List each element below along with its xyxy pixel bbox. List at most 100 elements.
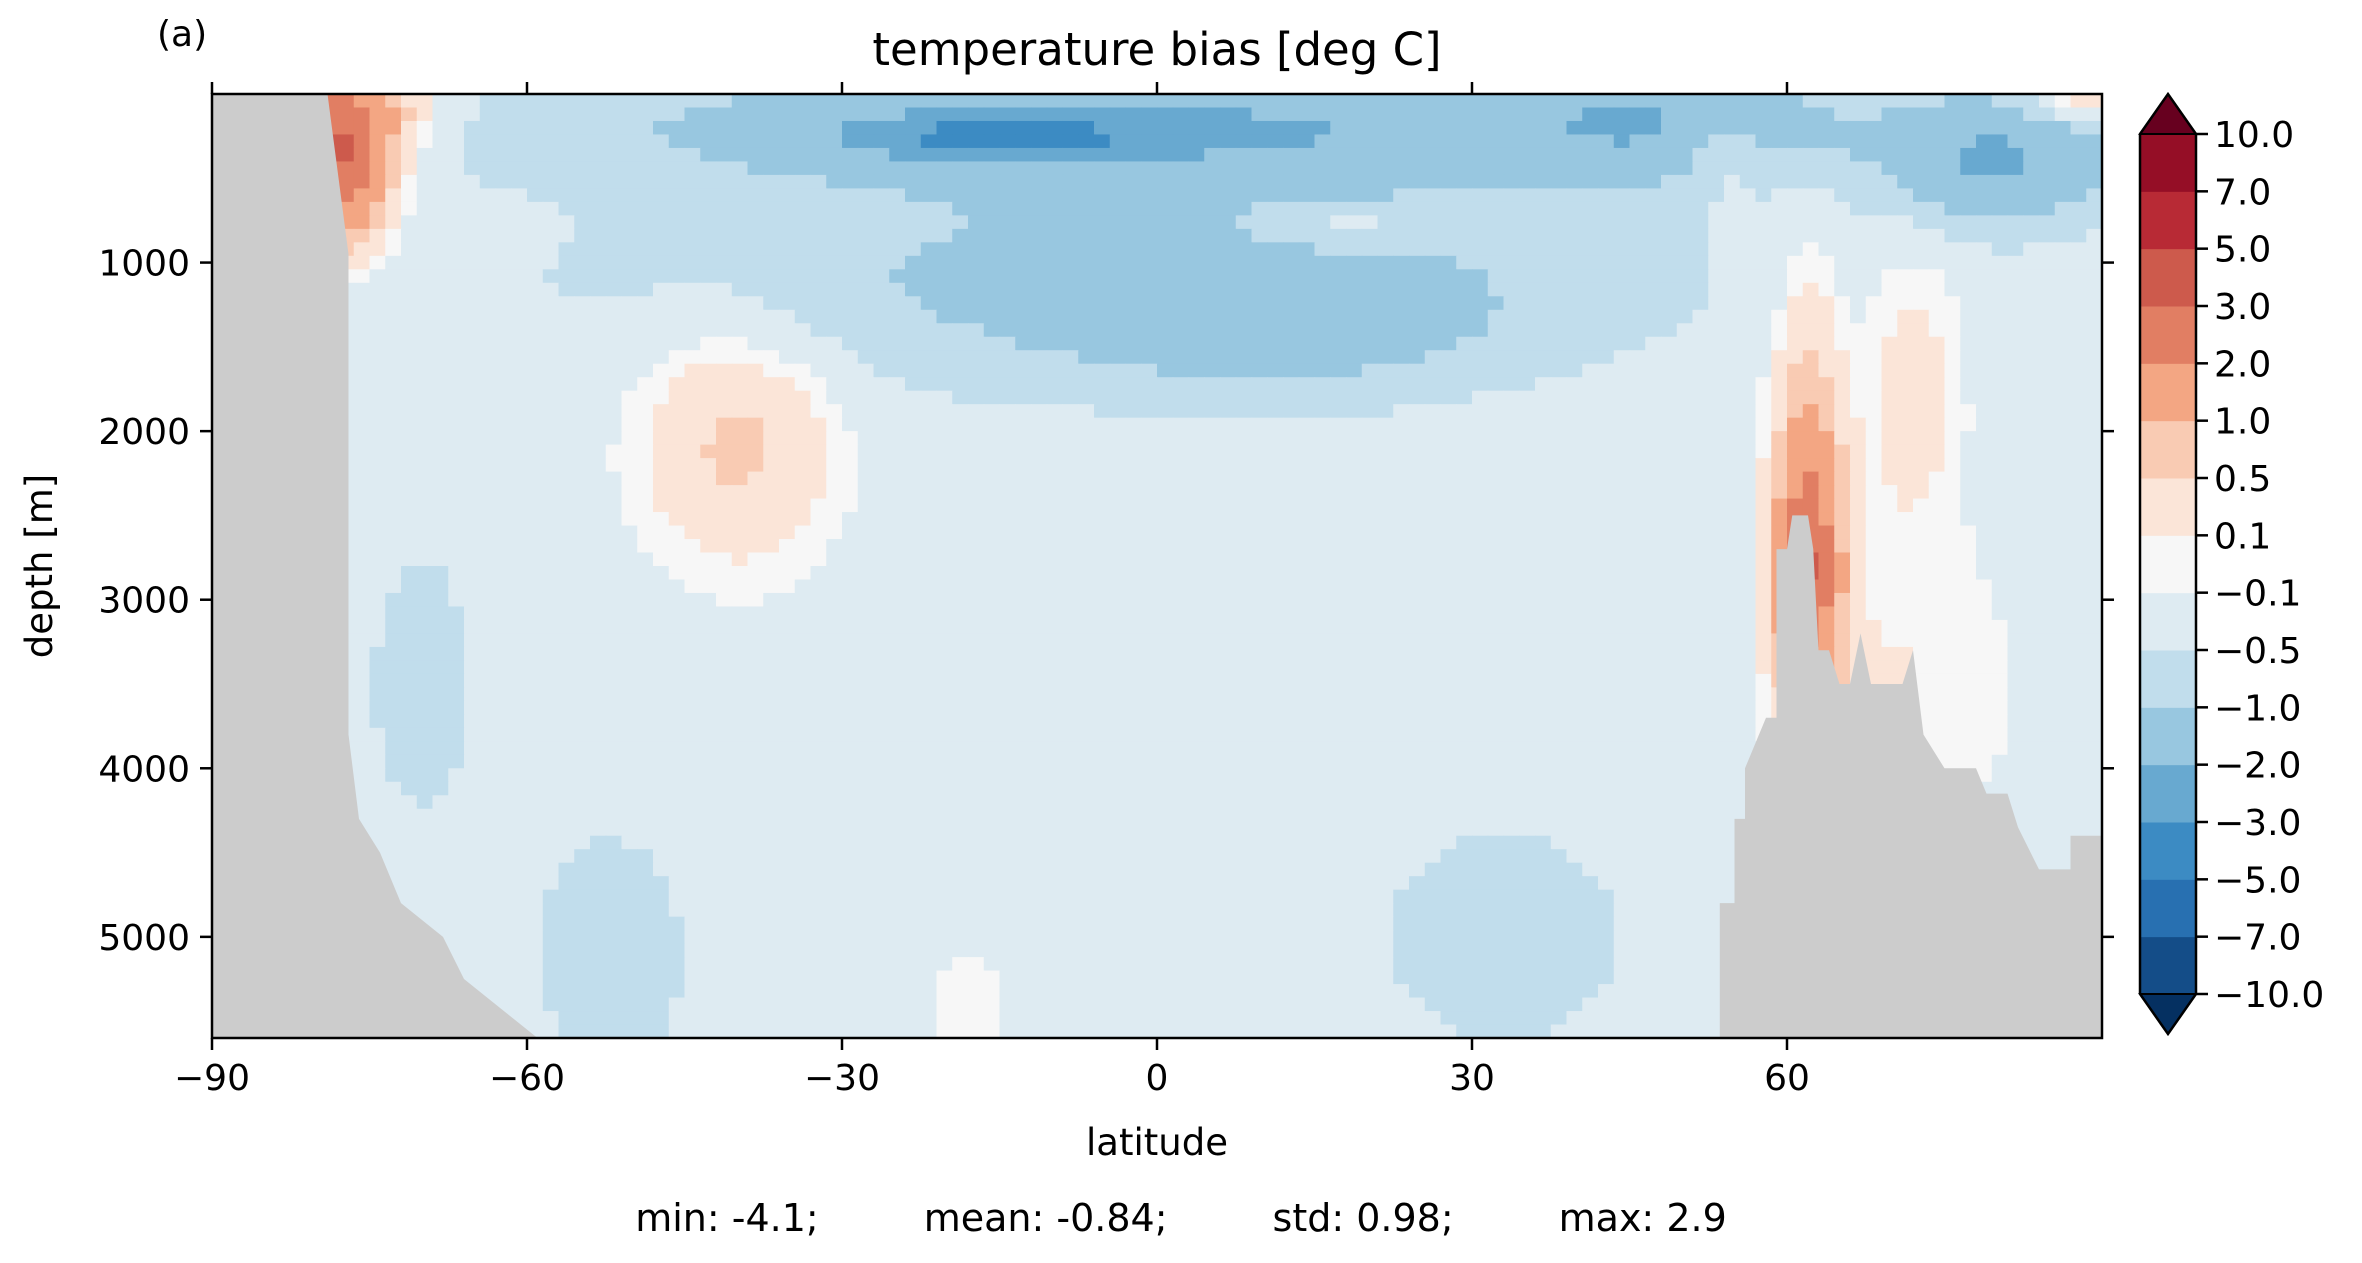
bias-cell [1078,512,1095,527]
bias-cell [1755,404,1772,419]
bias-cell [1267,390,1284,405]
bias-cell [401,485,418,500]
bias-cell [1078,404,1095,419]
bias-cell [2039,174,2056,189]
bias-cell [2054,188,2072,203]
bias-cell [1377,417,1394,432]
bias-cell [794,579,812,594]
bias-cell [1472,269,1489,284]
bias-cell [1739,404,1757,419]
bias-cell [1298,417,1316,432]
bias-cell [779,633,796,648]
bias-cell [1062,161,1079,176]
bias-cell [1235,485,1253,500]
bias-cell [1739,377,1757,392]
bias-cell [983,512,1001,527]
bias-cell [2054,592,2072,608]
bias-cell [1598,525,1615,540]
bias-cell [1157,296,1174,311]
bias-cell [684,147,701,163]
bias-cell [2007,120,2024,136]
bias-cell [2070,363,2087,378]
bias-cell [857,485,875,500]
bias-cell [905,485,922,500]
bias-cell [1409,404,1426,419]
bias-cell [416,147,434,163]
bias-cell [1298,201,1316,216]
bias-cell [1818,512,1835,527]
bias-cell [1708,606,1725,621]
bias-cell [936,552,953,567]
bias-cell [668,552,686,567]
bias-cell [1629,309,1646,324]
bias-cell [1692,363,1709,378]
bias-cell [432,255,449,270]
bias-cell [873,282,890,297]
bias-cell [794,431,812,446]
bias-cell [794,107,812,122]
bias-cell [1724,296,1741,311]
bias-cell [1519,377,1536,392]
bias-cell [810,633,827,648]
bias-cell [511,134,528,149]
bias-cell [763,228,780,243]
bias-cell [1519,174,1536,189]
bias-cell [1393,471,1410,486]
bias-cell [826,228,843,243]
bias-cell [369,498,386,513]
bias-cell [968,417,985,432]
bias-cell [2007,390,2024,405]
bias-cell [857,134,875,149]
bias-cell [1503,485,1520,500]
bias-cell [369,242,386,257]
bias-cell [1787,485,1804,500]
bias-cell [637,350,654,365]
bias-cell [668,363,686,378]
bias-cell [479,94,497,109]
bias-cell [1976,633,1993,648]
bias-cell [1566,633,1583,648]
bias-cell [1157,174,1174,189]
bias-cell [842,390,859,405]
bias-cell [1062,471,1079,486]
bias-cell [1251,309,1268,324]
bias-cell [1535,404,1552,419]
bias-cell [448,525,465,540]
bias-cell [1031,107,1048,122]
bias-cell [2070,512,2087,527]
bias-cell [731,323,749,338]
bias-cell [1046,363,1064,378]
bias-cell [857,269,875,284]
bias-cell [2070,417,2087,432]
bias-cell [810,296,827,311]
bias-cell [558,646,575,661]
bias-cell [1739,161,1757,176]
bias-cell [1661,336,1678,351]
bias-cell [905,188,922,203]
bias-cell [1440,296,1457,311]
bias-cell [1330,282,1347,297]
bias-cell [1913,390,1930,405]
bias-cell [842,606,859,621]
bias-cell [826,512,843,527]
bias-cell [1960,404,1977,419]
bias-cell [448,404,465,419]
bias-cell [1676,120,1694,136]
bias-cell [1393,539,1410,554]
bias-cell [1377,512,1394,527]
bias-cell [794,377,812,392]
bias-cell [999,188,1016,203]
bias-cell [1850,323,1867,338]
bias-cell [2039,444,2056,459]
bias-cell [1613,350,1631,365]
bias-cell [1676,174,1694,189]
bias-cell [1251,296,1268,311]
bias-cell [527,646,544,661]
bias-cell [668,350,686,365]
bias-cell [1865,417,1883,432]
bias-cell [1267,323,1284,338]
bias-cell [1188,485,1205,500]
bias-cell [1613,633,1631,648]
bias-cell [1645,485,1662,500]
bias-cell [1865,633,1883,648]
